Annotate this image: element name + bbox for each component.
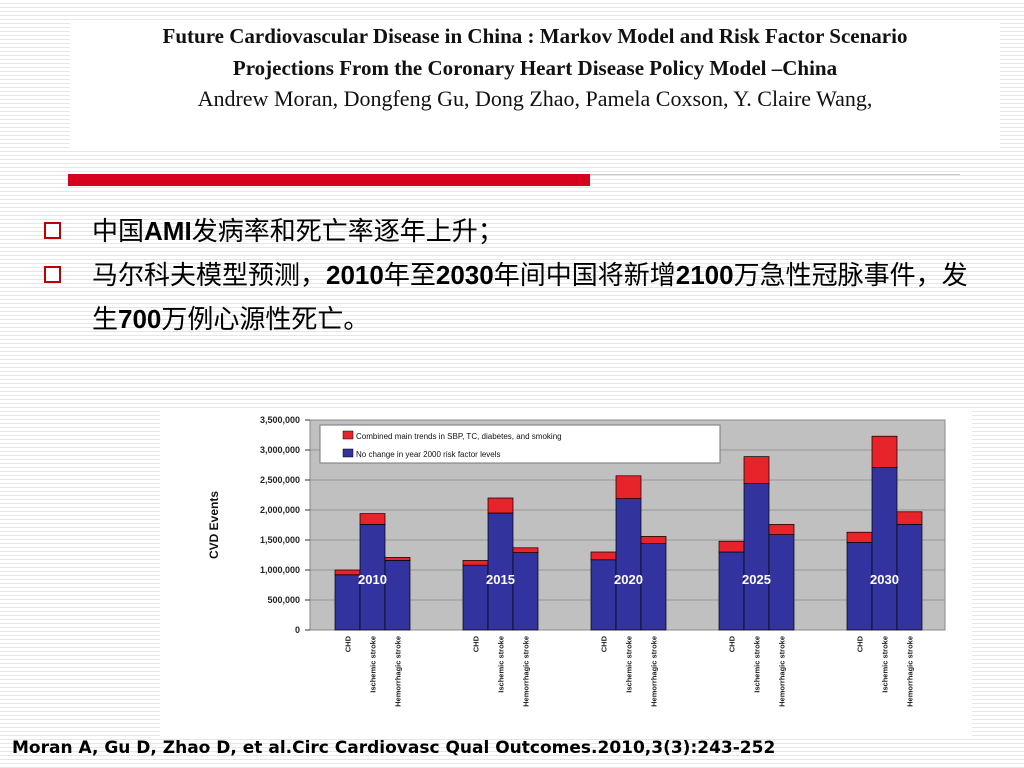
bullet-part-bold: AMI (144, 216, 192, 246)
bullet-part: 发病率和死亡率逐年上升； (191, 217, 504, 247)
legend-swatch-trend (342, 430, 354, 440)
chart: 0 500,000 1,000,000 1,500,000 2,000,000 2,500… (160, 408, 972, 736)
bar-trend (334, 569, 361, 576)
bar-trend (384, 557, 411, 561)
header-title-line2: Projections From the Coronary Heart Dise… (232, 56, 838, 80)
x-tick-label: Hemorrhagic stroke (394, 636, 403, 707)
bullet-item: 中国AMI发病率和死亡率逐年上升； (40, 210, 990, 254)
bar-base (743, 483, 770, 631)
header-rule-grey (590, 174, 960, 175)
y-axis-label: CVD Events (207, 491, 221, 559)
bullet-list: 中国AMI发病率和死亡率逐年上升； 马尔科夫模型预测，2010年至2030年间中… (40, 210, 990, 342)
bar-trend (846, 531, 873, 543)
group-label: 2030 (870, 572, 899, 587)
bar-base (487, 512, 514, 631)
header-image: Future Cardiovascular Disease in China :… (70, 20, 1000, 150)
legend-box (319, 424, 721, 464)
x-tick-label: Ischemic stroke (625, 636, 634, 693)
bar-base (846, 542, 873, 631)
legend-label-base: No change in year 2000 risk factor level… (356, 450, 501, 459)
bullet-part: 万急性冠脉事件，发生 (92, 261, 968, 335)
bullet-part: 年间中国将新增 (493, 261, 676, 291)
header-title-line1: Future Cardiovascular Disease in China :… (162, 24, 908, 48)
x-tick-label: Ischemic stroke (881, 636, 890, 693)
bar-base (896, 524, 923, 631)
bullet-part: 年至 (383, 261, 436, 291)
group-label: 2020 (614, 572, 643, 587)
chart-svg: 0 500,000 1,000,000 1,500,000 2,000,000 2,500… (207, 415, 946, 707)
header-rule-red (68, 174, 590, 186)
x-tick-label: Ischemic stroke (497, 636, 506, 693)
header-authors: Andrew Moran, Dongfeng Gu, Dong Zhao, Pa… (197, 86, 873, 111)
bar-base (768, 534, 795, 631)
bullet-part-bold: 2030 (435, 260, 494, 290)
bar-trend (615, 475, 642, 499)
group-label: 2010 (358, 572, 387, 587)
bullet-box-icon (44, 222, 61, 239)
bar-trend (487, 497, 514, 514)
bar-trend (743, 456, 770, 484)
x-tick-label: CHD (856, 635, 865, 652)
y-tick-label: 500,000 (267, 595, 300, 605)
x-tick-label: CHD (344, 635, 353, 652)
bar-base (615, 498, 642, 631)
y-tick-label: 2,000,000 (260, 505, 300, 515)
bar-base (384, 560, 411, 631)
y-tick-label: 3,000,000 (260, 445, 300, 455)
bar-trend (640, 536, 667, 544)
bullet-part: 马尔科夫模型预测， (92, 261, 327, 291)
bar-trend (359, 513, 386, 525)
bar-base (871, 467, 898, 631)
y-tick-label: 1,000,000 (260, 565, 300, 575)
bullet-part-bold: 2010 (326, 260, 384, 290)
citation: Moran A, Gu D, Zhao D, et al.Circ Cardio… (12, 738, 776, 758)
bar-trend (512, 547, 539, 553)
bullet-part: 万例心源性死亡。 (161, 305, 370, 335)
y-tick-label: 2,500,000 (260, 475, 300, 485)
x-tick-label: Ischemic stroke (753, 636, 762, 693)
x-tick-label: CHD (472, 635, 481, 652)
bar-base (334, 574, 361, 631)
x-tick-label: Ischemic stroke (369, 636, 378, 693)
bar-base (640, 543, 667, 631)
bullet-part-bold: 2100 (675, 260, 734, 290)
legend-swatch-base (342, 448, 354, 458)
bullet-part-bold: 700 (118, 304, 162, 334)
bullet-part: 中国 (92, 217, 145, 247)
y-tick-label: 0 (295, 625, 300, 635)
x-tick-label: Hemorrhagic stroke (522, 636, 531, 707)
x-tick-label: Hemorrhagic stroke (650, 636, 659, 707)
x-tick-label: CHD (600, 635, 609, 652)
bar-trend (462, 560, 489, 566)
legend-label-trend: Combined main trends in SBP, TC, diabete… (356, 432, 562, 441)
group-label: 2025 (742, 572, 771, 587)
group-label: 2015 (486, 572, 515, 587)
bar-trend (718, 540, 745, 553)
bar-base (590, 559, 617, 631)
x-tick-label: CHD (728, 635, 737, 652)
y-tick-label: 3,500,000 (260, 415, 300, 425)
bar-base (718, 551, 745, 631)
bullet-box-icon (44, 266, 61, 283)
bar-trend (871, 435, 898, 468)
bullet-item: 马尔科夫模型预测，2010年至2030年间中国将新增2100万急性冠脉事件，发生… (40, 254, 990, 342)
y-tick-label: 1,500,000 (260, 535, 300, 545)
bar-trend (590, 551, 617, 561)
bar-base (462, 564, 489, 631)
bar-trend (896, 511, 923, 525)
bar-trend (768, 524, 795, 535)
x-tick-label: Hemorrhagic stroke (906, 636, 915, 707)
bar-base (512, 552, 539, 631)
bar-base (359, 524, 386, 631)
x-tick-label: Hemorrhagic stroke (778, 636, 787, 707)
